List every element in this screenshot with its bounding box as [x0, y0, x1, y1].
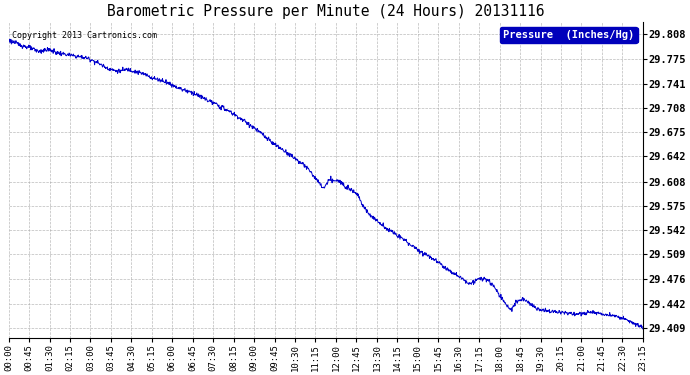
Title: Barometric Pressure per Minute (24 Hours) 20131116: Barometric Pressure per Minute (24 Hours… — [107, 4, 544, 19]
Legend: Pressure  (Inches/Hg): Pressure (Inches/Hg) — [500, 27, 638, 43]
Text: Copyright 2013 Cartronics.com: Copyright 2013 Cartronics.com — [12, 31, 157, 40]
